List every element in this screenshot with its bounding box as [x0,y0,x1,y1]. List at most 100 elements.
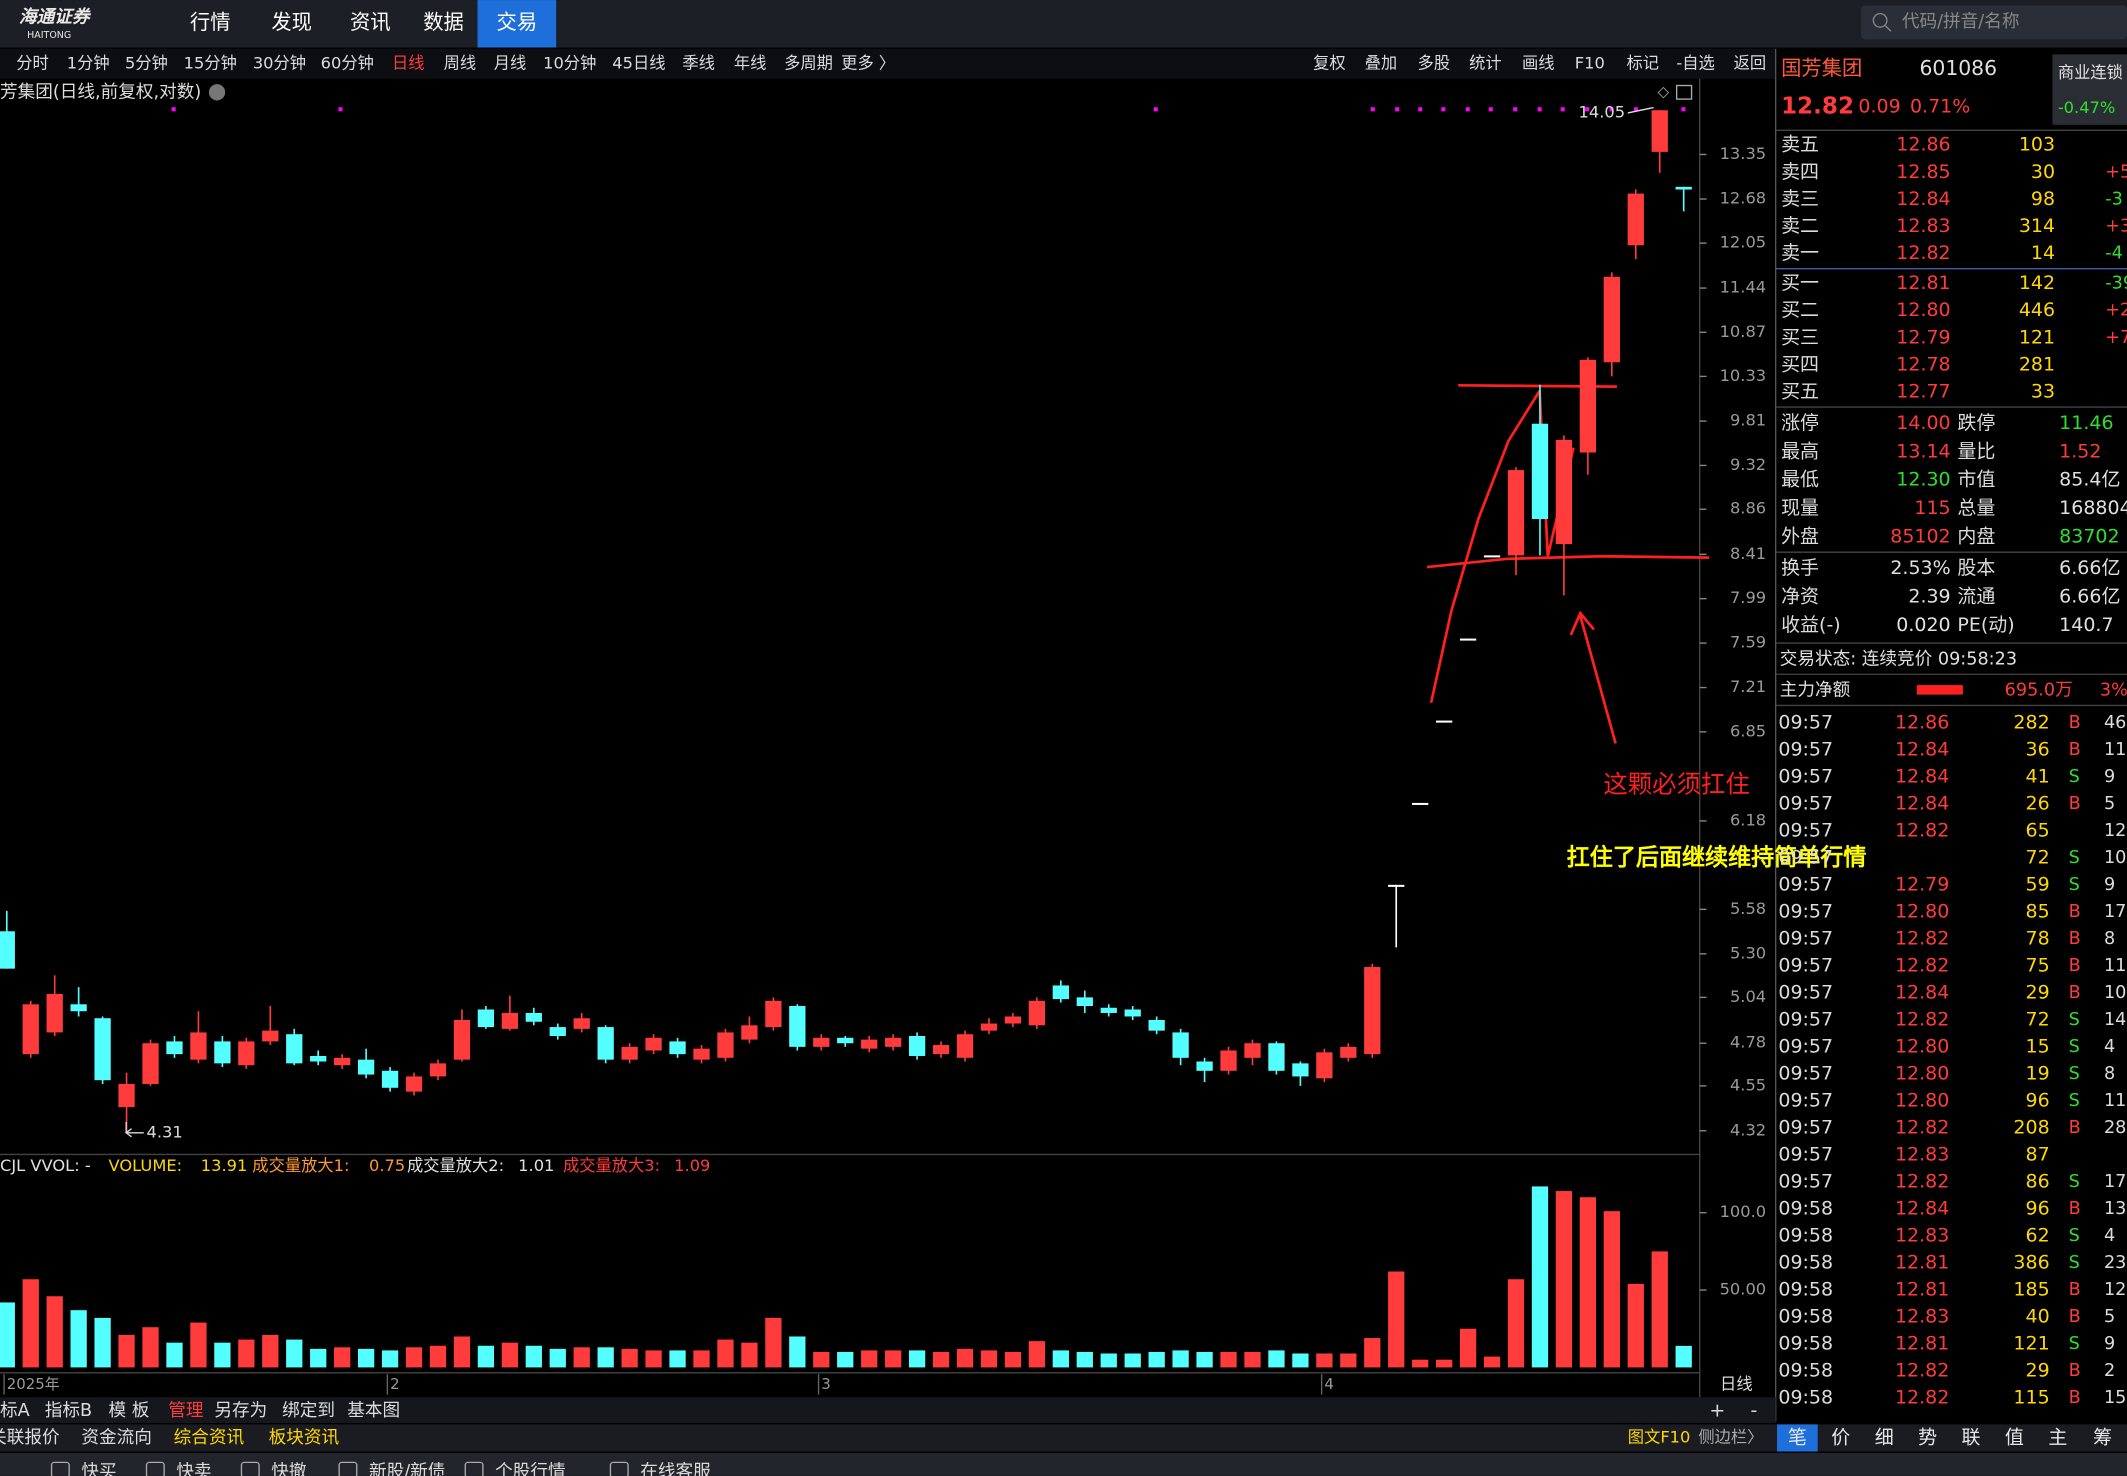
tool-button[interactable]: 叠加 [1365,53,1398,72]
toolbar-button[interactable]: 个股行情 [495,1461,566,1476]
tool-button[interactable]: F10 [1575,53,1605,72]
side-tab[interactable]: 细 [1875,1426,1894,1448]
menu-item[interactable]: 行情 [190,10,231,34]
period-tab[interactable]: 年线 [734,53,767,72]
side-link[interactable]: 图文F10 [1628,1427,1691,1446]
candle-body [1220,1050,1237,1071]
tool-button[interactable]: 返回 [1734,53,1767,72]
trade-volume: 26 [2026,793,2050,815]
period-tab[interactable]: 10分钟 [543,53,596,72]
stock-name: 国芳集团 [1781,56,1862,80]
indicator-tab[interactable]: 标A [0,1400,30,1421]
trade-extra: 11 [2104,1091,2126,1111]
side-link[interactable]: 侧边栏〉 [1698,1427,1763,1446]
volume-bar [1028,1341,1046,1368]
indicator-tab[interactable]: 另存为 [214,1400,267,1421]
volume-bar [1435,1359,1453,1368]
side-tab[interactable]: 联 [1962,1426,1981,1448]
trade-time: 09:58 [1778,1278,1833,1300]
sector-box[interactable] [2052,54,2127,125]
volume-bar [717,1339,734,1368]
trade-time: 09:57 [1778,1063,1833,1085]
zoom-button[interactable]: - [1751,1399,1758,1421]
period-tab[interactable]: 60分钟 [321,53,374,72]
tool-button[interactable]: 标记 [1626,53,1659,72]
menu-item[interactable]: 资讯 [350,10,391,34]
indicator-tab[interactable]: 基本图 [347,1400,400,1421]
candle-body [1364,967,1381,1055]
period-tab[interactable]: 多周期 [784,53,833,72]
period-tab[interactable]: 30分钟 [253,53,306,72]
icon[interactable]: ◇ [1658,82,1670,100]
side-tab[interactable]: 笔 [1788,1426,1807,1448]
stat-label: PE(动) [1957,614,2014,636]
tool-button[interactable]: 统计 [1469,53,1502,72]
trade-volume: 65 [2026,820,2050,842]
y-tick-label: 100.0 [1720,1202,1767,1221]
toolbar-button[interactable]: 新股/新债 [369,1461,445,1476]
tool-button[interactable]: -自选 [1676,53,1714,72]
period-tab[interactable]: 月线 [494,53,527,72]
period-tab[interactable]: 5分钟 [125,53,168,72]
stat-label: 跌停 [1957,412,1995,434]
info-tab[interactable]: 关联报价 [0,1427,60,1448]
tool-button[interactable]: 画线 [1522,53,1555,72]
tool-button[interactable]: 多股 [1418,53,1451,72]
tool-button[interactable]: 复权 [1313,53,1346,72]
period-tab[interactable]: 1分钟 [67,53,110,72]
trade-side: S [2069,1037,2080,1057]
indicator-tab[interactable]: 绑定到 [282,1400,335,1421]
trade-side: B [2069,956,2081,976]
side-tab[interactable]: 主 [2048,1426,2067,1448]
menu-item[interactable]: 发现 [271,10,312,34]
menu-item[interactable]: 交易 [497,10,538,34]
period-tab[interactable]: 15分钟 [184,53,237,72]
toolbar-button[interactable]: 快买 [81,1461,116,1476]
book-label: 买一 [1781,272,1819,294]
toolbar-button[interactable]: 在线客服 [640,1461,711,1476]
volume-bar [908,1350,926,1368]
trade-price: 12.84 [1895,1197,1949,1219]
indicator-tab[interactable]: 模 板 [109,1400,150,1421]
book-volume: 14 [2031,242,2055,264]
period-tab[interactable]: 日线 [392,53,425,72]
period-tab[interactable]: 更多 〉 [841,53,895,72]
toolbar-button[interactable]: 快撤 [271,1461,306,1476]
title-icon[interactable] [208,84,226,101]
trade-price: 12.80 [1895,1090,1949,1112]
side-tab[interactable]: 价 [1831,1426,1850,1448]
volume-bar [1220,1351,1237,1368]
info-tab[interactable]: 综合资讯 [174,1427,245,1448]
sector-name[interactable]: 商业连锁 [2058,63,2123,82]
info-tab[interactable]: 资金流向 [81,1427,152,1448]
indicator-tab[interactable]: 管理 [168,1400,204,1421]
side-tab[interactable]: 势 [1918,1426,1937,1448]
marker [1513,107,1518,112]
toolbar-button[interactable]: 快卖 [176,1461,211,1476]
max-pointer [1627,106,1654,114]
period-tab[interactable]: 季线 [682,53,715,72]
volume-bar [1555,1191,1573,1368]
side-tab[interactable]: 筹 [2093,1426,2112,1448]
indicator-legend: 1.01 [518,1156,554,1175]
period-tab[interactable]: 45日线 [612,53,665,72]
trade-volume: 87 [2026,1143,2050,1165]
side-tab[interactable]: 值 [2005,1426,2024,1448]
candle-body [46,993,63,1033]
drawn-arrow [1569,610,1617,744]
period-tab[interactable]: 周线 [444,53,477,72]
period-tab[interactable]: 分时 [16,53,49,72]
trade-price: 12.82 [1895,1009,1949,1031]
trade-price: 12.80 [1895,1036,1949,1058]
y-tick-label: 9.32 [1730,455,1766,474]
info-tab[interactable]: 板块资讯 [269,1427,340,1448]
candle-body [429,1063,447,1077]
search-box[interactable] [1861,5,2127,40]
trade-price: 12.81 [1895,1251,1949,1273]
menu-item[interactable]: 数据 [423,10,464,34]
icon[interactable] [1675,84,1693,100]
indicator-legend: 成交量放大2: [407,1156,504,1175]
indicator-tab[interactable]: 指标B [45,1400,92,1421]
zoom-button[interactable]: + [1709,1399,1725,1421]
book-price: 12.85 [1896,161,1950,183]
